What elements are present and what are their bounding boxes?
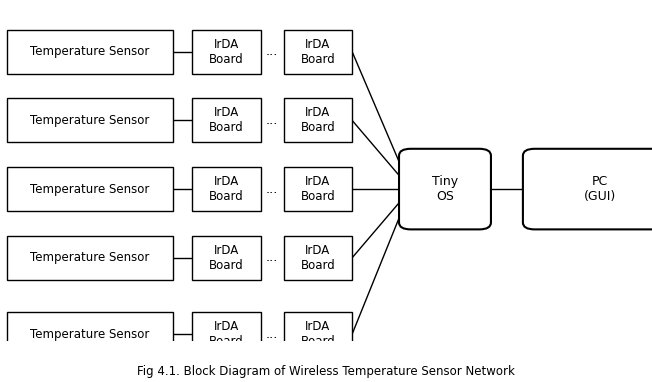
- Text: IrDA
Board: IrDA Board: [209, 106, 244, 134]
- FancyBboxPatch shape: [284, 30, 352, 73]
- Text: IrDA
Board: IrDA Board: [209, 320, 244, 348]
- FancyBboxPatch shape: [192, 312, 261, 356]
- FancyBboxPatch shape: [0, 341, 652, 382]
- Text: IrDA
Board: IrDA Board: [301, 37, 335, 66]
- Text: Temperature Sensor: Temperature Sensor: [30, 45, 149, 58]
- FancyBboxPatch shape: [7, 98, 173, 142]
- FancyBboxPatch shape: [7, 312, 173, 356]
- FancyBboxPatch shape: [7, 236, 173, 280]
- Text: IrDA
Board: IrDA Board: [209, 175, 244, 203]
- FancyBboxPatch shape: [7, 167, 173, 211]
- FancyBboxPatch shape: [7, 30, 173, 73]
- Text: ...: ...: [266, 114, 278, 127]
- Text: ...: ...: [266, 328, 278, 341]
- FancyBboxPatch shape: [284, 312, 352, 356]
- Text: Temperature Sensor: Temperature Sensor: [30, 114, 149, 127]
- Text: ...: ...: [266, 251, 278, 264]
- FancyBboxPatch shape: [192, 30, 261, 73]
- Text: Temperature Sensor: Temperature Sensor: [30, 183, 149, 196]
- FancyBboxPatch shape: [192, 98, 261, 142]
- Text: IrDA
Board: IrDA Board: [301, 320, 335, 348]
- Text: PC
(GUI): PC (GUI): [584, 175, 616, 203]
- Text: Temperature Sensor: Temperature Sensor: [30, 328, 149, 341]
- FancyBboxPatch shape: [284, 98, 352, 142]
- Text: IrDA
Board: IrDA Board: [301, 175, 335, 203]
- Text: ...: ...: [266, 45, 278, 58]
- FancyBboxPatch shape: [399, 149, 491, 229]
- FancyBboxPatch shape: [284, 236, 352, 280]
- Text: IrDA
Board: IrDA Board: [301, 244, 335, 272]
- Text: Tiny
OS: Tiny OS: [432, 175, 458, 203]
- Text: IrDA
Board: IrDA Board: [301, 106, 335, 134]
- FancyBboxPatch shape: [192, 236, 261, 280]
- Text: ...: ...: [266, 183, 278, 196]
- Text: Temperature Sensor: Temperature Sensor: [30, 251, 149, 264]
- FancyBboxPatch shape: [192, 167, 261, 211]
- Text: IrDA
Board: IrDA Board: [209, 37, 244, 66]
- FancyBboxPatch shape: [284, 167, 352, 211]
- FancyBboxPatch shape: [523, 149, 652, 229]
- Text: Fig 4.1. Block Diagram of Wireless Temperature Sensor Network: Fig 4.1. Block Diagram of Wireless Tempe…: [137, 365, 515, 378]
- Text: IrDA
Board: IrDA Board: [209, 244, 244, 272]
